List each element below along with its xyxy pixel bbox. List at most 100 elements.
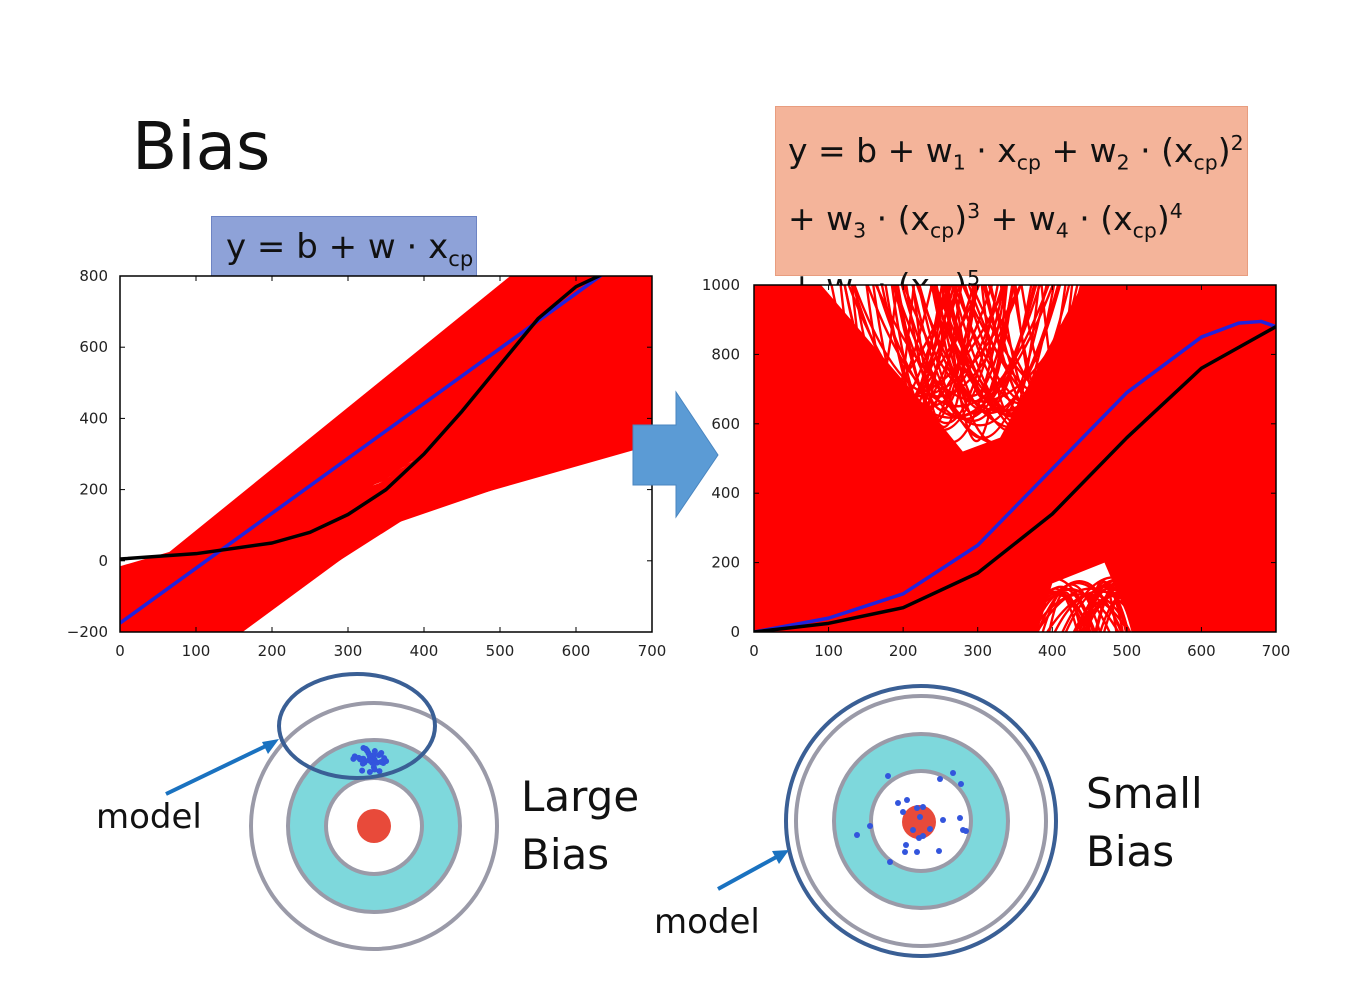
left-target [165,672,499,951]
right-model-dot [936,848,942,854]
right-model-dot [867,823,873,829]
right-fit-line [896,285,1008,444]
left-bullseye [357,809,391,843]
right-fit-line [915,285,1120,430]
linear-equation-text: y = b + w · x [226,227,449,267]
equation-term: ) [954,198,968,238]
equation-term: ) [1217,131,1231,170]
equation-superscript: 2 [1230,131,1244,155]
large-bias-line-2: Bias [521,830,610,879]
right-y-tick-label: 1000 [702,276,740,294]
right-model-dot [904,797,910,803]
right-x-tick-label: 600 [1187,642,1216,660]
right-fit-line [1084,588,1130,632]
left-fit-line [347,397,652,499]
right-y-tick-label: 600 [711,415,740,433]
left-model-dot [378,749,385,756]
right-fit-lines [765,285,1177,632]
equation-subscript: cp [930,218,955,243]
equation-subscript: cp [1193,150,1218,175]
transition-arrow [632,390,719,519]
right-y-tick-label: 0 [730,623,740,641]
right-x-tick-label: 200 [889,642,918,660]
right-fit-line [1040,285,1101,437]
right-fit-line [1019,591,1088,632]
equation-subscript: cp [1016,150,1041,175]
small-bias-line-2: Bias [1086,827,1175,876]
left-x-tick-label: 700 [638,642,667,660]
left-model-arrow [165,742,271,796]
equation-subscript: 3 [853,218,867,243]
right-fit-line [890,285,963,413]
right-fit-line [912,285,976,429]
polynomial-model-chart: 0 100 200 300 400 500 600 700 0 200 400 600 800 1000 [702,276,1291,660]
right-fit-line [803,285,933,427]
left-model-dot [359,767,366,774]
right-model-dot [920,833,926,839]
left-model-dot [374,759,381,766]
right-model-dot [917,814,923,820]
right-x-tick-label: 100 [814,642,843,660]
right-model-dot [957,815,963,821]
right-fit-line [953,285,1137,413]
right-model-dot [958,781,964,787]
right-fit-line [866,285,1050,408]
right-average-model-line [754,319,1276,632]
right-x-tick-label: 0 [749,642,759,660]
right-fit-line [1026,594,1091,632]
right-fit-line [999,285,1067,405]
left-fit-line [347,337,652,494]
left-x-tick-label: 0 [115,642,125,660]
equation-subscript: 2 [1116,150,1130,175]
equation-subscript: 4 [1055,218,1069,243]
right-model-dot [903,842,909,848]
equation-superscript: 4 [1169,198,1183,223]
left-y-tick-label: 600 [79,338,108,356]
equation-term: ) [1156,198,1170,238]
right-fit-line [1045,590,1155,632]
right-fit-line [839,285,899,419]
right-fit-line [970,285,1166,402]
left-model-dot [371,766,378,773]
left-true-function-line [120,276,603,561]
left-model-dot [381,755,388,762]
right-fit-line [1084,583,1168,632]
left-fit-line [120,401,652,628]
left-fit-line [120,276,527,603]
left-y-tick-label: 0 [98,552,108,570]
right-fit-line [853,285,944,422]
right-fit-line [1048,591,1083,632]
right-fit-line [1031,587,1079,632]
left-fit-line [347,378,652,494]
right-model-dot [895,800,901,806]
left-model-label: model [96,797,202,837]
equation-subscript: 1 [952,150,966,175]
right-model-dot [920,804,926,810]
right-model-dot [940,817,946,823]
right-fit-line [942,285,1071,416]
left-model-dot [359,760,366,767]
small-bias-label: Small Bias [1086,765,1203,881]
linear-equation-subscript: cp [448,245,474,271]
right-model-dot [927,826,933,832]
right-fit-line [1094,580,1142,632]
right-plot-frame [753,284,1277,633]
left-fit-line [347,353,652,492]
left-fit-line [347,364,652,493]
left-fit-line [347,335,652,494]
left-x-tick-label: 500 [486,642,515,660]
right-fit-line [1099,594,1149,632]
right-x-tick-label: 400 [1038,642,1067,660]
equation-superscript: 3 [967,198,981,223]
right-model-dot [885,773,891,779]
left-model-dot [359,755,366,762]
equation-term: · (x [1068,198,1133,238]
left-model-dot [350,755,357,762]
right-y-tick-label: 200 [711,554,740,572]
right-fit-line [872,285,946,415]
poly-equation-line-2: + w3 · (xcp)3 + w4 · (xcp)4 [788,187,1247,255]
right-model-dots [854,770,969,865]
right-fit-line [918,285,1062,415]
left-average-model-line [120,276,604,625]
left-y-tick-label: 400 [79,409,108,427]
